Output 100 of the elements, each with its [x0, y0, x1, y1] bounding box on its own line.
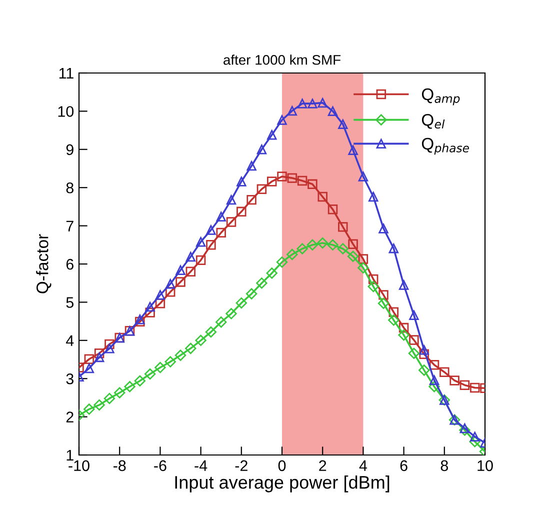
- point: [84, 404, 95, 415]
- y-tick-label: 5: [66, 297, 74, 308]
- point: [308, 179, 318, 190]
- chart-title: after 1000 km SMF: [224, 54, 340, 65]
- x-tick-label: -4: [194, 460, 208, 471]
- point: [145, 308, 155, 318]
- x-tick-label: 0: [278, 460, 286, 472]
- x-tick-label: 4: [359, 460, 367, 471]
- point: [470, 432, 480, 442]
- point: [226, 194, 236, 205]
- point: [318, 98, 328, 108]
- point: [378, 224, 388, 234]
- point: [408, 348, 420, 359]
- point: [378, 298, 390, 309]
- point: [154, 362, 166, 374]
- point: [358, 262, 369, 274]
- point: [94, 399, 105, 411]
- point: [440, 367, 450, 377]
- point: [104, 339, 114, 350]
- point: [256, 184, 267, 194]
- y-tick-label: 9: [66, 144, 74, 156]
- point: [205, 326, 217, 338]
- point: [165, 279, 176, 289]
- point: [347, 250, 359, 262]
- point: [348, 145, 358, 156]
- y-tick-label: 10: [58, 106, 74, 117]
- point: [185, 342, 196, 354]
- point: [196, 236, 206, 247]
- point: [104, 344, 114, 354]
- point: [459, 424, 470, 436]
- point: [419, 345, 429, 355]
- point: [429, 375, 440, 385]
- point: [215, 316, 227, 328]
- point: [296, 243, 308, 254]
- y-axis-title: Q-factor: [36, 234, 52, 294]
- point: [337, 243, 349, 254]
- point: [236, 297, 248, 309]
- point: [246, 194, 256, 205]
- point: [124, 381, 136, 392]
- point: [460, 423, 470, 434]
- point: [266, 176, 277, 186]
- point: [195, 334, 206, 346]
- point: [266, 268, 278, 279]
- point: [378, 290, 388, 300]
- x-tick-label: -10: [68, 460, 90, 472]
- point: [460, 380, 470, 390]
- point: [308, 98, 318, 108]
- point: [226, 308, 237, 320]
- point: [186, 266, 196, 276]
- point: [196, 255, 206, 266]
- point: [327, 239, 338, 251]
- point: [206, 225, 216, 235]
- point: [84, 363, 94, 374]
- point: [428, 381, 440, 392]
- point: [145, 302, 155, 312]
- x-axis-title: Input average power [dBm]: [175, 475, 390, 492]
- x-tick-label: 2: [319, 460, 326, 471]
- point: [328, 204, 338, 214]
- point: [418, 364, 430, 376]
- point: [236, 206, 246, 217]
- point: [316, 237, 328, 249]
- point: [246, 160, 256, 171]
- point: [114, 387, 126, 398]
- legend-label: Q$_{amp}$: [422, 88, 460, 106]
- point: [348, 239, 358, 249]
- point: [134, 375, 146, 386]
- point: [174, 350, 186, 361]
- y-tick-label: 7: [66, 220, 74, 232]
- point: [135, 316, 145, 327]
- point: [398, 322, 409, 333]
- point: [176, 265, 186, 275]
- point: [318, 192, 328, 202]
- x-tick-label: -6: [154, 460, 166, 472]
- y-tick-label: 11: [59, 68, 74, 79]
- y-tick-label: 8: [66, 182, 74, 194]
- y-tick-label: 4: [66, 335, 74, 346]
- point: [388, 243, 399, 254]
- point: [419, 349, 429, 360]
- point: [256, 144, 267, 154]
- point: [429, 360, 440, 370]
- x-tick-label: 6: [400, 460, 408, 472]
- point: [165, 287, 176, 297]
- x-tick-label: -8: [113, 460, 126, 472]
- point: [287, 173, 298, 183]
- point: [216, 228, 226, 238]
- legend-label: Q$_{phase}$: [422, 138, 469, 155]
- x-tick-label: -2: [235, 460, 248, 471]
- point: [358, 172, 368, 182]
- point: [388, 307, 399, 317]
- point: [368, 280, 379, 292]
- point: [256, 277, 268, 289]
- point: [277, 115, 287, 125]
- point: [470, 382, 480, 393]
- point: [84, 354, 94, 364]
- point: [398, 280, 409, 290]
- y-tick-label: 1: [66, 450, 74, 461]
- x-tick-label: 8: [440, 460, 448, 472]
- legend-label: Q$_{el}$: [422, 114, 445, 129]
- point: [338, 222, 348, 232]
- point: [246, 288, 258, 300]
